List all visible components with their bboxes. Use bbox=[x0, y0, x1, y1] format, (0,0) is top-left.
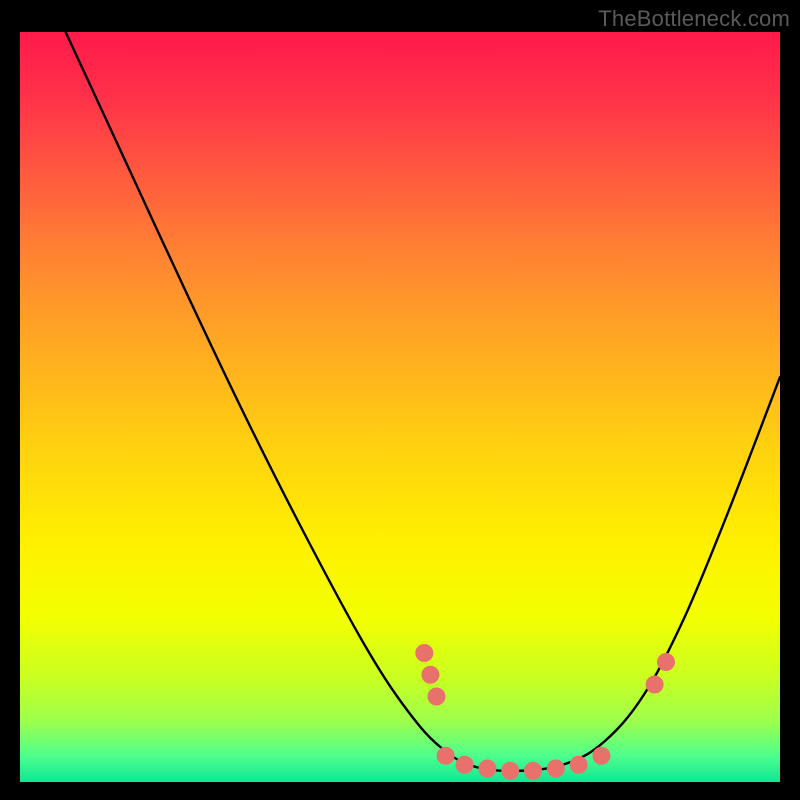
data-marker bbox=[479, 760, 496, 777]
data-marker bbox=[593, 747, 610, 764]
data-marker bbox=[570, 756, 587, 773]
data-marker bbox=[437, 747, 454, 764]
plot-area bbox=[20, 32, 780, 782]
data-marker bbox=[658, 654, 675, 671]
data-marker bbox=[416, 645, 433, 662]
data-marker bbox=[428, 688, 445, 705]
data-marker bbox=[646, 676, 663, 693]
data-marker bbox=[456, 756, 473, 773]
chart-frame: TheBottleneck.com bbox=[0, 0, 800, 800]
data-marker bbox=[422, 666, 439, 683]
data-marker bbox=[525, 762, 542, 779]
data-marker bbox=[547, 760, 564, 777]
attribution-label: TheBottleneck.com bbox=[598, 6, 790, 32]
data-marker bbox=[502, 762, 519, 779]
